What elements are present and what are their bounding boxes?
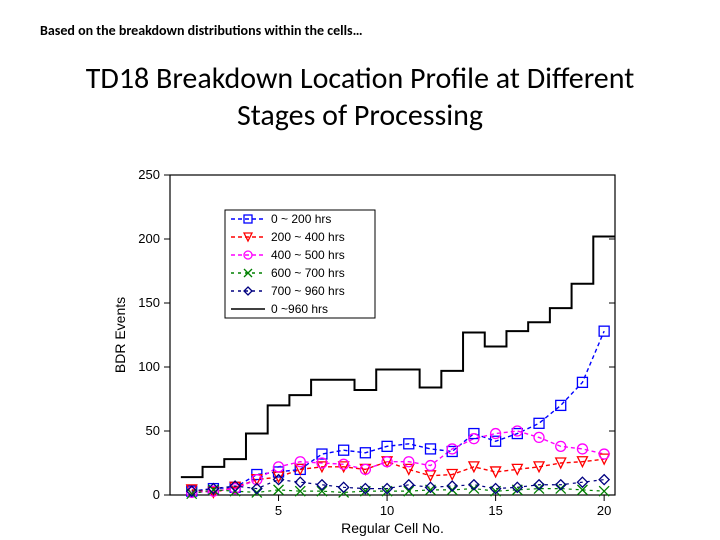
svg-text:20: 20 xyxy=(597,503,611,518)
svg-text:200 ~ 400 hrs: 200 ~ 400 hrs xyxy=(271,230,345,244)
bdr-chart: 0 50 100 150 200 250 5 10 15 20 Regular Cell No. BD… xyxy=(0,0,720,540)
svg-text:400 ~ 500 hrs: 400 ~ 500 hrs xyxy=(271,248,345,262)
svg-text:Regular Cell No.: Regular Cell No. xyxy=(341,520,444,536)
svg-text:700 ~ 960 hrs: 700 ~ 960 hrs xyxy=(271,284,345,298)
chart-svg: 0 50 100 150 200 250 5 10 15 20 Regular Cell No. BD… xyxy=(0,0,720,540)
svg-text:50: 50 xyxy=(146,423,160,438)
svg-text:10: 10 xyxy=(380,503,394,518)
svg-text:0 ~960 hrs: 0 ~960 hrs xyxy=(271,302,328,316)
svg-text:250: 250 xyxy=(138,167,160,182)
svg-text:600 ~ 700 hrs: 600 ~ 700 hrs xyxy=(271,266,345,280)
svg-text:BDR Events: BDR Events xyxy=(112,297,128,373)
svg-text:0 ~ 200 hrs: 0 ~ 200 hrs xyxy=(271,212,331,226)
svg-text:150: 150 xyxy=(138,295,160,310)
svg-text:100: 100 xyxy=(138,359,160,374)
svg-text:5: 5 xyxy=(275,503,282,518)
svg-text:15: 15 xyxy=(488,503,502,518)
svg-text:200: 200 xyxy=(138,231,160,246)
svg-text:0: 0 xyxy=(153,487,160,502)
